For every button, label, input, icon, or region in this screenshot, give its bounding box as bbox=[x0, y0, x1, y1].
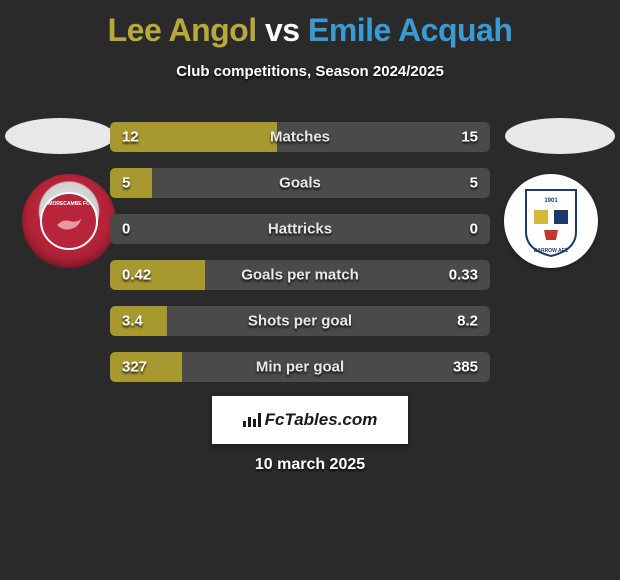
player2-silhouette bbox=[505, 118, 615, 154]
stat-value-left: 3.4 bbox=[122, 313, 143, 330]
stat-row: 5 5 Goals bbox=[110, 168, 490, 198]
brand-name: FcTables.com bbox=[265, 410, 378, 430]
bar-fill-left bbox=[110, 168, 152, 198]
vs-text: vs bbox=[265, 12, 300, 48]
stat-value-left: 0 bbox=[122, 221, 130, 238]
player2-club-badge: 1901 BARROW AFC bbox=[504, 174, 598, 268]
player1-silhouette bbox=[5, 118, 115, 154]
stat-value-right: 15 bbox=[461, 129, 478, 146]
stat-label: Goals bbox=[279, 175, 321, 192]
barrow-badge-icon: 1901 BARROW AFC bbox=[516, 182, 586, 260]
player1-club-badge: MORECAMBE FC bbox=[22, 174, 116, 268]
chart-icon bbox=[243, 413, 261, 427]
stat-value-left: 12 bbox=[122, 129, 139, 146]
stat-row: 0 0 Hattricks bbox=[110, 214, 490, 244]
stat-value-right: 0.33 bbox=[449, 267, 478, 284]
stat-label: Min per goal bbox=[256, 359, 344, 376]
comparison-title: Lee Angol vs Emile Acquah bbox=[0, 0, 620, 49]
stat-value-left: 0.42 bbox=[122, 267, 151, 284]
stats-bars: 12 15 Matches 5 5 Goals 0 0 Hattricks 0.42 0.33 Goa… bbox=[110, 122, 490, 398]
stat-value-right: 8.2 bbox=[457, 313, 478, 330]
stat-value-left: 327 bbox=[122, 359, 147, 376]
stat-value-right: 0 bbox=[470, 221, 478, 238]
svg-text:MORECAMBE FC: MORECAMBE FC bbox=[48, 201, 90, 207]
player2-name: Emile Acquah bbox=[308, 12, 512, 48]
stat-label: Shots per goal bbox=[248, 313, 352, 330]
stat-row: 12 15 Matches bbox=[110, 122, 490, 152]
stat-row: 327 385 Min per goal bbox=[110, 352, 490, 382]
subtitle: Club competitions, Season 2024/2025 bbox=[0, 63, 620, 80]
stat-label: Goals per match bbox=[241, 267, 359, 284]
stat-row: 3.4 8.2 Shots per goal bbox=[110, 306, 490, 336]
stat-value-left: 5 bbox=[122, 175, 130, 192]
stat-label: Hattricks bbox=[268, 221, 332, 238]
date: 10 march 2025 bbox=[255, 456, 365, 474]
svg-text:1901: 1901 bbox=[544, 198, 558, 204]
svg-text:BARROW AFC: BARROW AFC bbox=[534, 248, 569, 254]
player1-name: Lee Angol bbox=[108, 12, 257, 48]
stat-value-right: 5 bbox=[470, 175, 478, 192]
stat-row: 0.42 0.33 Goals per match bbox=[110, 260, 490, 290]
morecambe-badge-icon: MORECAMBE FC bbox=[39, 191, 99, 251]
stat-value-right: 385 bbox=[453, 359, 478, 376]
brand-badge: FcTables.com bbox=[212, 396, 408, 444]
stat-label: Matches bbox=[270, 129, 330, 146]
